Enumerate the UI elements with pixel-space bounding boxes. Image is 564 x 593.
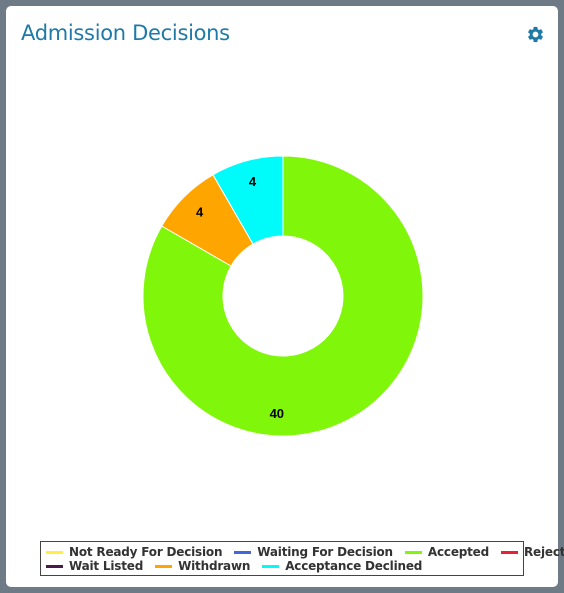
legend-swatch (262, 564, 280, 568)
legend-swatch (501, 550, 519, 554)
chart-legend: Not Ready For Decision Waiting For Decisi… (40, 541, 564, 576)
legend-swatch (404, 550, 422, 554)
legend-label: Waiting For Decision (257, 545, 393, 559)
legend-swatch (234, 550, 252, 554)
legend-row: Wait Listed Withdrawn Acceptance Declined (46, 559, 523, 573)
legend-item-not-ready-for-decision[interactable]: Not Ready For Decision (46, 545, 222, 559)
data-label-acceptance-declined: 4 (249, 174, 257, 189)
legend-item-waiting-for-decision[interactable]: Waiting For Decision (234, 545, 393, 559)
slice-acceptance-declined[interactable] (212, 155, 284, 245)
data-label-withdrawn: 4 (196, 205, 204, 220)
widget-title: Admission Decisions (21, 21, 230, 45)
legend-label: Withdrawn (178, 559, 251, 573)
legend-swatch (46, 550, 63, 554)
legend-row: Not Ready For Decision Waiting For Decisi… (46, 545, 564, 559)
legend-swatch (155, 564, 173, 568)
legend-label: Not Ready For Decision (69, 545, 223, 559)
data-label-accepted: 40 (270, 406, 284, 421)
legend-label: Accepted (427, 545, 490, 559)
legend-label: Acceptance Declined (285, 559, 423, 573)
legend-item-acceptance-declined[interactable]: Acceptance Declined (262, 559, 422, 573)
legend-swatch (46, 564, 63, 568)
legend-item-wait-listed[interactable]: Wait Listed (46, 559, 143, 573)
legend-item-accepted[interactable]: Accepted (404, 545, 490, 559)
slice-accepted[interactable] (142, 155, 424, 437)
legend-label: Rejected (524, 545, 564, 559)
admission-decisions-card: Admission Decisions 40 4 4 Not Ready For D… (6, 6, 564, 587)
legend-label: Wait Listed (69, 559, 144, 573)
legend-item-withdrawn[interactable]: Withdrawn (155, 559, 250, 573)
legend-item-rejected[interactable]: Rejected (501, 545, 564, 559)
donut-chart: 40 4 4 (142, 155, 424, 437)
gear-icon[interactable] (526, 25, 545, 44)
